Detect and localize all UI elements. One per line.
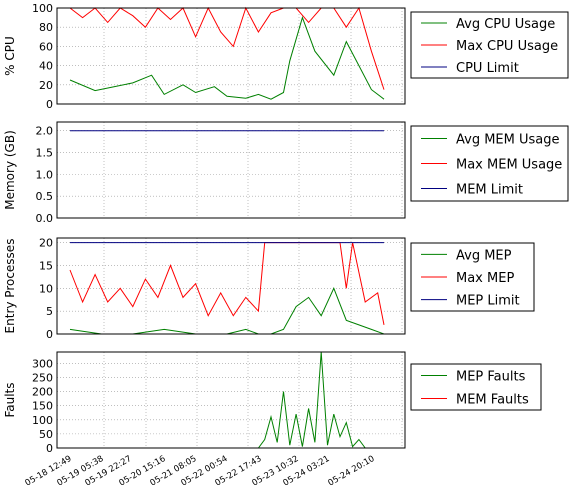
y-tick-label: 20 <box>39 79 53 92</box>
y-tick-label: 0.5 <box>36 190 54 203</box>
legend-label: Avg MEM Usage <box>456 133 560 148</box>
y-tick-label: 250 <box>32 371 53 384</box>
series-line-0 <box>69 16 385 100</box>
y-tick-label: 15 <box>39 259 53 272</box>
y-axis-label: % CPU <box>3 36 17 76</box>
legend-label: MEM Faults <box>456 393 529 408</box>
y-tick-label: 60 <box>39 40 53 53</box>
y-tick-label: 200 <box>32 386 53 399</box>
y-tick-label: 300 <box>32 357 53 370</box>
y-tick-label: 10 <box>39 282 53 295</box>
legend-label: Max MEP <box>456 271 514 286</box>
x-tick-label: 05-24 20:10 <box>327 454 377 487</box>
legend-label: MEM Limit <box>456 183 523 198</box>
series-line-1 <box>69 6 385 90</box>
y-axis-label: Faults <box>3 382 17 417</box>
legend-label: Avg MEP <box>456 248 512 263</box>
series-line-0 <box>69 287 385 335</box>
y-axis-label: Entry Processes <box>3 239 17 334</box>
y-tick-label: 5 <box>46 305 53 318</box>
series-line-1 <box>69 242 385 325</box>
plot-frame <box>56 237 406 335</box>
plot-frame <box>56 351 406 449</box>
legend-label: MEP Limit <box>456 294 520 309</box>
plot-frame <box>56 121 406 219</box>
y-tick-label: 0 <box>46 442 53 455</box>
y-tick-label: 100 <box>32 2 53 15</box>
y-tick-label: 0.0 <box>36 212 54 225</box>
legend-label: Max MEM Usage <box>456 158 562 173</box>
y-tick-label: 2.0 <box>36 125 54 138</box>
y-tick-label: 1.0 <box>36 168 54 181</box>
legend-box <box>410 363 542 411</box>
y-tick-label: 1.5 <box>36 147 54 160</box>
y-tick-label: 20 <box>39 237 53 250</box>
y-tick-label: 150 <box>32 400 53 413</box>
y-tick-label: 40 <box>39 60 53 73</box>
y-tick-label: 50 <box>39 428 53 441</box>
y-tick-label: 80 <box>39 21 53 34</box>
legend-label: Avg CPU Usage <box>456 17 555 32</box>
legend-label: MEP Faults <box>456 370 526 385</box>
y-tick-label: 0 <box>46 328 53 341</box>
y-tick-label: 100 <box>32 414 53 427</box>
plot-frame <box>56 7 406 105</box>
series-line-0 <box>70 351 384 449</box>
y-tick-label: 0 <box>46 98 53 111</box>
legend-label: CPU Limit <box>456 61 519 76</box>
y-axis-label: Memory (GB) <box>3 130 17 210</box>
legend-label: Max CPU Usage <box>456 39 558 54</box>
